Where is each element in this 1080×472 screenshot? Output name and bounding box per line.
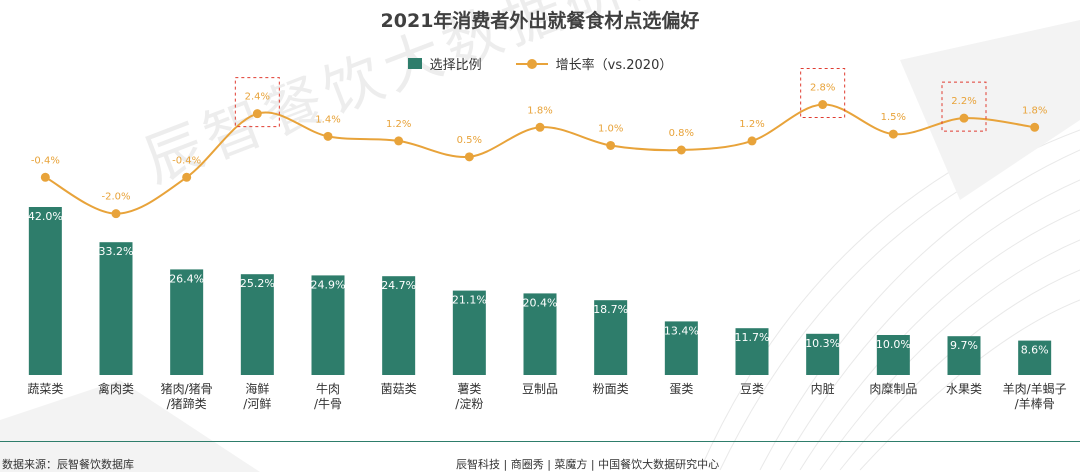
category-label: 肉糜制品 (869, 381, 917, 396)
bar (594, 300, 628, 375)
brand-credits: 辰智科技 | 商圈秀 | 菜魔方 | 中国餐饮大数据研究中心 (456, 458, 720, 471)
highlight-box (234, 77, 280, 128)
growth-value-label: 2.8% (810, 83, 835, 94)
chart: 42.0% 33.2% 26.4% 25.2% 24.9% 24.7% 21.1% 20.4%… (27, 68, 1067, 411)
bar-value-label: 8.6% (1021, 344, 1049, 357)
growth-point (394, 136, 404, 146)
growth-value-label: 2.4% (245, 92, 270, 103)
growth-value-label: -2.0% (101, 192, 130, 203)
bar (382, 276, 416, 375)
growth-value-label: 1.8% (1022, 105, 1047, 116)
bar-value-label: 10.3% (805, 337, 840, 350)
bar (99, 242, 133, 375)
bar (664, 321, 698, 375)
category-label: 禽肉类 (98, 381, 134, 396)
bar-value-label: 9.7% (950, 339, 978, 352)
legend-label-bar: 选择比例 (429, 58, 482, 73)
growth-value-label: 1.0% (598, 123, 623, 134)
category-label: 水果类 (946, 382, 982, 396)
category-label: 内脏 (811, 381, 835, 396)
bar-value-label: 10.0% (876, 338, 911, 351)
bar (452, 290, 486, 375)
chart-title: 2021年消费者外出就餐食材点选偏好 (380, 10, 700, 32)
bar-value-label: 26.4% (169, 272, 204, 285)
category-label: 蔬菜类 (27, 382, 63, 396)
category-label: 薯类 (457, 382, 481, 396)
bar (240, 274, 274, 375)
growth-value-label: -0.4% (172, 155, 201, 166)
legend-label-line: 增长率（vs.2020） (555, 58, 673, 73)
growth-point (111, 209, 121, 219)
bar (1018, 340, 1052, 375)
bar-value-label: 24.7% (381, 279, 416, 292)
legend-swatch-bar (407, 58, 422, 69)
category-label: /猪蹄类 (167, 396, 207, 411)
bar-value-label: 42.0% (28, 210, 63, 223)
footer-divider (0, 441, 1080, 442)
growth-value-label: 1.8% (527, 105, 552, 116)
bar (170, 269, 204, 375)
bar (947, 336, 981, 375)
growth-point (252, 109, 262, 119)
category-label: 豆制品 (522, 382, 558, 396)
bar (28, 207, 62, 375)
growth-value-label: 1.5% (881, 112, 906, 123)
category-label: /淀粉 (455, 397, 483, 411)
bar (735, 328, 769, 375)
bar-value-label: 33.2% (99, 245, 134, 258)
category-label: 粉面类 (593, 382, 629, 396)
data-source: 数据来源：辰智餐饮数据库 (2, 458, 134, 471)
bar (523, 293, 557, 375)
category-label: 豆类 (740, 382, 764, 396)
legend-item-bar: 选择比例 (407, 54, 482, 73)
growth-value-label: -0.4% (31, 155, 60, 166)
category-label: 菌菇类 (381, 382, 417, 396)
growth-value-label: 1.2% (739, 119, 764, 130)
bar-value-label: 24.9% (311, 278, 346, 291)
category-label: 牛肉 (316, 381, 340, 396)
bar (806, 333, 840, 375)
bar (876, 335, 910, 375)
bar-value-label: 18.7% (593, 303, 628, 316)
category-label: /羊棒骨 (1015, 396, 1055, 411)
bar-value-label: 25.2% (240, 277, 275, 290)
growth-point (959, 113, 969, 123)
category-label: /河鲜 (243, 397, 271, 411)
growth-point (747, 136, 757, 146)
growth-value-label: 2.2% (951, 96, 976, 107)
growth-point (182, 172, 192, 182)
legend-item-line: 增长率（vs.2020） (515, 54, 673, 73)
growth-point (676, 145, 686, 155)
category-label: 羊肉/羊蝎子 (1003, 381, 1067, 396)
legend: 选择比例 增长率（vs.2020） (0, 54, 1080, 73)
growth-point (323, 131, 333, 141)
bar (311, 275, 345, 375)
bar-value-label: 11.7% (735, 331, 770, 344)
growth-point (818, 100, 828, 110)
growth-point (40, 172, 50, 182)
highlight-box (941, 81, 987, 132)
legend-swatch-line (515, 58, 548, 70)
growth-point (888, 129, 898, 139)
growth-point (464, 152, 474, 162)
category-label: 海鲜 (245, 381, 269, 396)
growth-value-label: 0.5% (457, 135, 482, 146)
bar-value-label: 13.4% (664, 324, 699, 337)
category-label: /牛骨 (314, 396, 342, 411)
category-label: 蛋类 (669, 382, 693, 396)
growth-value-label: 0.8% (669, 128, 694, 139)
growth-value-label: 1.2% (386, 119, 411, 130)
bar-value-label: 20.4% (523, 296, 558, 309)
growth-value-label: 1.4% (315, 114, 340, 125)
growth-point (1030, 122, 1040, 132)
growth-point (606, 140, 616, 150)
category-label: 猪肉/猪骨 (161, 382, 213, 396)
growth-point (535, 122, 545, 132)
highlight-box (800, 68, 846, 119)
bar-value-label: 21.1% (452, 294, 487, 307)
